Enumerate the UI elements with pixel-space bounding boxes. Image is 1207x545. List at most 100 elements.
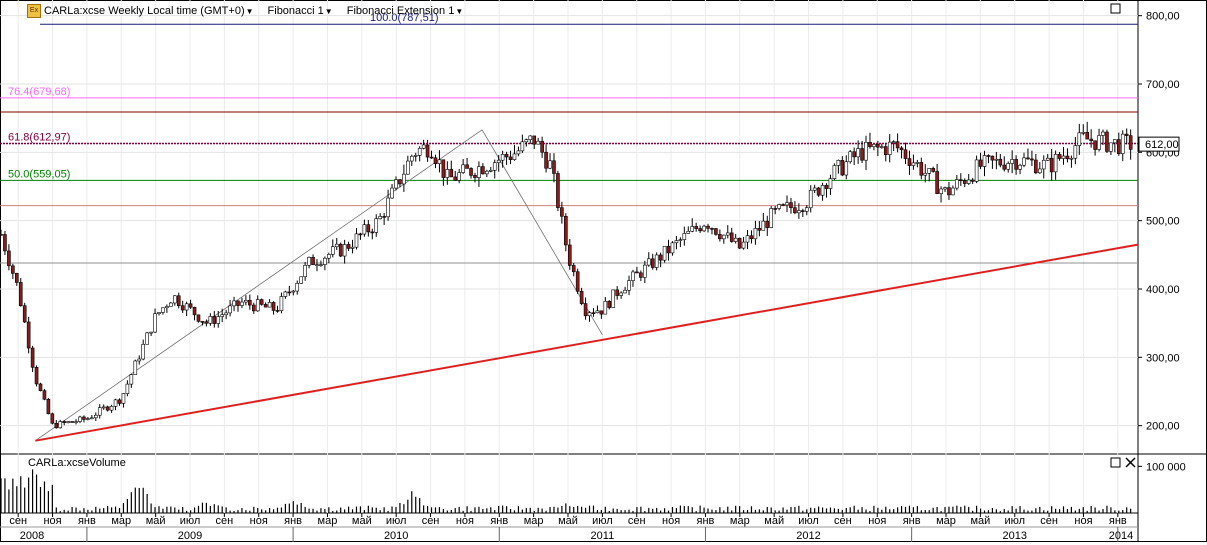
y-tick-label: 300,00 bbox=[1146, 352, 1180, 364]
candle-body bbox=[204, 321, 209, 324]
candle-body bbox=[485, 170, 489, 175]
candle-body bbox=[113, 399, 118, 407]
candle-body bbox=[216, 316, 221, 324]
instrument-title[interactable]: CARLa:xcse Weekly Local time (GMT+0)▼ bbox=[44, 5, 254, 17]
candle bbox=[670, 241, 675, 256]
candle-body bbox=[1010, 159, 1014, 164]
candle bbox=[259, 298, 264, 306]
candle bbox=[804, 204, 809, 216]
candle bbox=[1120, 130, 1125, 162]
candle bbox=[552, 153, 556, 183]
candle-body bbox=[872, 144, 876, 148]
candle bbox=[962, 178, 967, 188]
candle-body bbox=[319, 264, 323, 266]
x-month-label: янв bbox=[1109, 515, 1127, 527]
candle-body bbox=[121, 393, 126, 404]
candle bbox=[457, 168, 461, 184]
candle bbox=[658, 252, 663, 268]
candle bbox=[797, 203, 801, 219]
candle bbox=[856, 140, 860, 164]
candle-body bbox=[658, 254, 663, 261]
candle-body bbox=[1014, 159, 1018, 170]
x-month-label: июл bbox=[798, 515, 819, 527]
candle-body bbox=[548, 160, 552, 169]
candle bbox=[982, 150, 987, 177]
candle-body bbox=[536, 140, 540, 145]
candle-body bbox=[413, 155, 418, 157]
candle bbox=[955, 175, 959, 191]
x-month-label: ноя bbox=[868, 515, 886, 527]
candle bbox=[749, 230, 754, 244]
candle bbox=[492, 159, 497, 179]
candle-body bbox=[749, 235, 754, 240]
candle-body bbox=[1101, 131, 1105, 136]
candle bbox=[812, 184, 817, 193]
candle bbox=[635, 266, 639, 274]
candle-body bbox=[777, 204, 781, 209]
candle-body bbox=[643, 264, 647, 278]
candle bbox=[323, 256, 327, 271]
candle bbox=[327, 252, 331, 264]
candle bbox=[970, 177, 975, 185]
candle-body bbox=[1002, 164, 1007, 170]
candle-body bbox=[860, 148, 864, 161]
candle-body bbox=[808, 189, 813, 209]
candle-body bbox=[955, 179, 959, 189]
candle bbox=[986, 154, 991, 164]
x-month-label: сен bbox=[628, 515, 646, 527]
candle-body bbox=[1006, 163, 1011, 170]
candle-body bbox=[370, 231, 375, 234]
candle-body bbox=[544, 151, 548, 169]
volume-panel-title: CARLa:xcseVolume bbox=[28, 457, 126, 469]
candle-body bbox=[1057, 154, 1062, 159]
candle-body bbox=[62, 421, 66, 423]
candle bbox=[70, 421, 74, 423]
chart-app-icon[interactable]: Ex bbox=[27, 4, 41, 18]
candle bbox=[769, 206, 774, 229]
candle bbox=[978, 152, 983, 170]
candle bbox=[1061, 147, 1066, 165]
candle-body bbox=[631, 271, 635, 281]
candle-body bbox=[287, 291, 292, 294]
candle bbox=[883, 143, 888, 162]
candle bbox=[1022, 152, 1026, 168]
study-fibonacci-extension[interactable]: Fibonacci Extension 1▼ bbox=[346, 5, 464, 17]
candle-body bbox=[714, 228, 718, 235]
candle bbox=[350, 239, 355, 254]
candle bbox=[255, 295, 260, 312]
candle bbox=[1081, 124, 1086, 136]
fib-level-label: 76.4(679,68) bbox=[8, 86, 70, 98]
candle-body bbox=[504, 154, 509, 158]
candle-body bbox=[267, 302, 272, 308]
candle-body bbox=[125, 383, 130, 394]
x-month-label: янв bbox=[903, 515, 921, 527]
candle-body bbox=[508, 156, 513, 160]
candle-body bbox=[556, 173, 560, 208]
candle bbox=[97, 404, 102, 419]
x-year-label: 2012 bbox=[796, 530, 820, 542]
candle bbox=[710, 227, 714, 235]
y-tick-label: 400,00 bbox=[1146, 284, 1180, 296]
candle-body bbox=[915, 162, 920, 164]
candle-body bbox=[153, 313, 157, 333]
candle-body bbox=[492, 162, 497, 171]
candle-body bbox=[682, 233, 687, 240]
candle-body bbox=[101, 406, 106, 409]
candle bbox=[78, 415, 82, 424]
candle bbox=[943, 186, 947, 192]
study-fibonacci[interactable]: Fibonacci 1▼ bbox=[267, 5, 333, 17]
candle-body bbox=[923, 173, 928, 176]
candle-body bbox=[611, 289, 616, 308]
x-year-label: 2010 bbox=[384, 530, 408, 542]
candle-body bbox=[722, 234, 726, 240]
candle bbox=[714, 227, 718, 236]
candle bbox=[852, 147, 856, 165]
candle-body bbox=[571, 265, 576, 273]
candle bbox=[279, 292, 284, 314]
candle-body bbox=[899, 147, 904, 151]
candle bbox=[575, 268, 580, 294]
candle bbox=[520, 134, 525, 153]
candle bbox=[915, 159, 920, 168]
candle-body bbox=[429, 156, 434, 159]
candle bbox=[1041, 155, 1046, 179]
